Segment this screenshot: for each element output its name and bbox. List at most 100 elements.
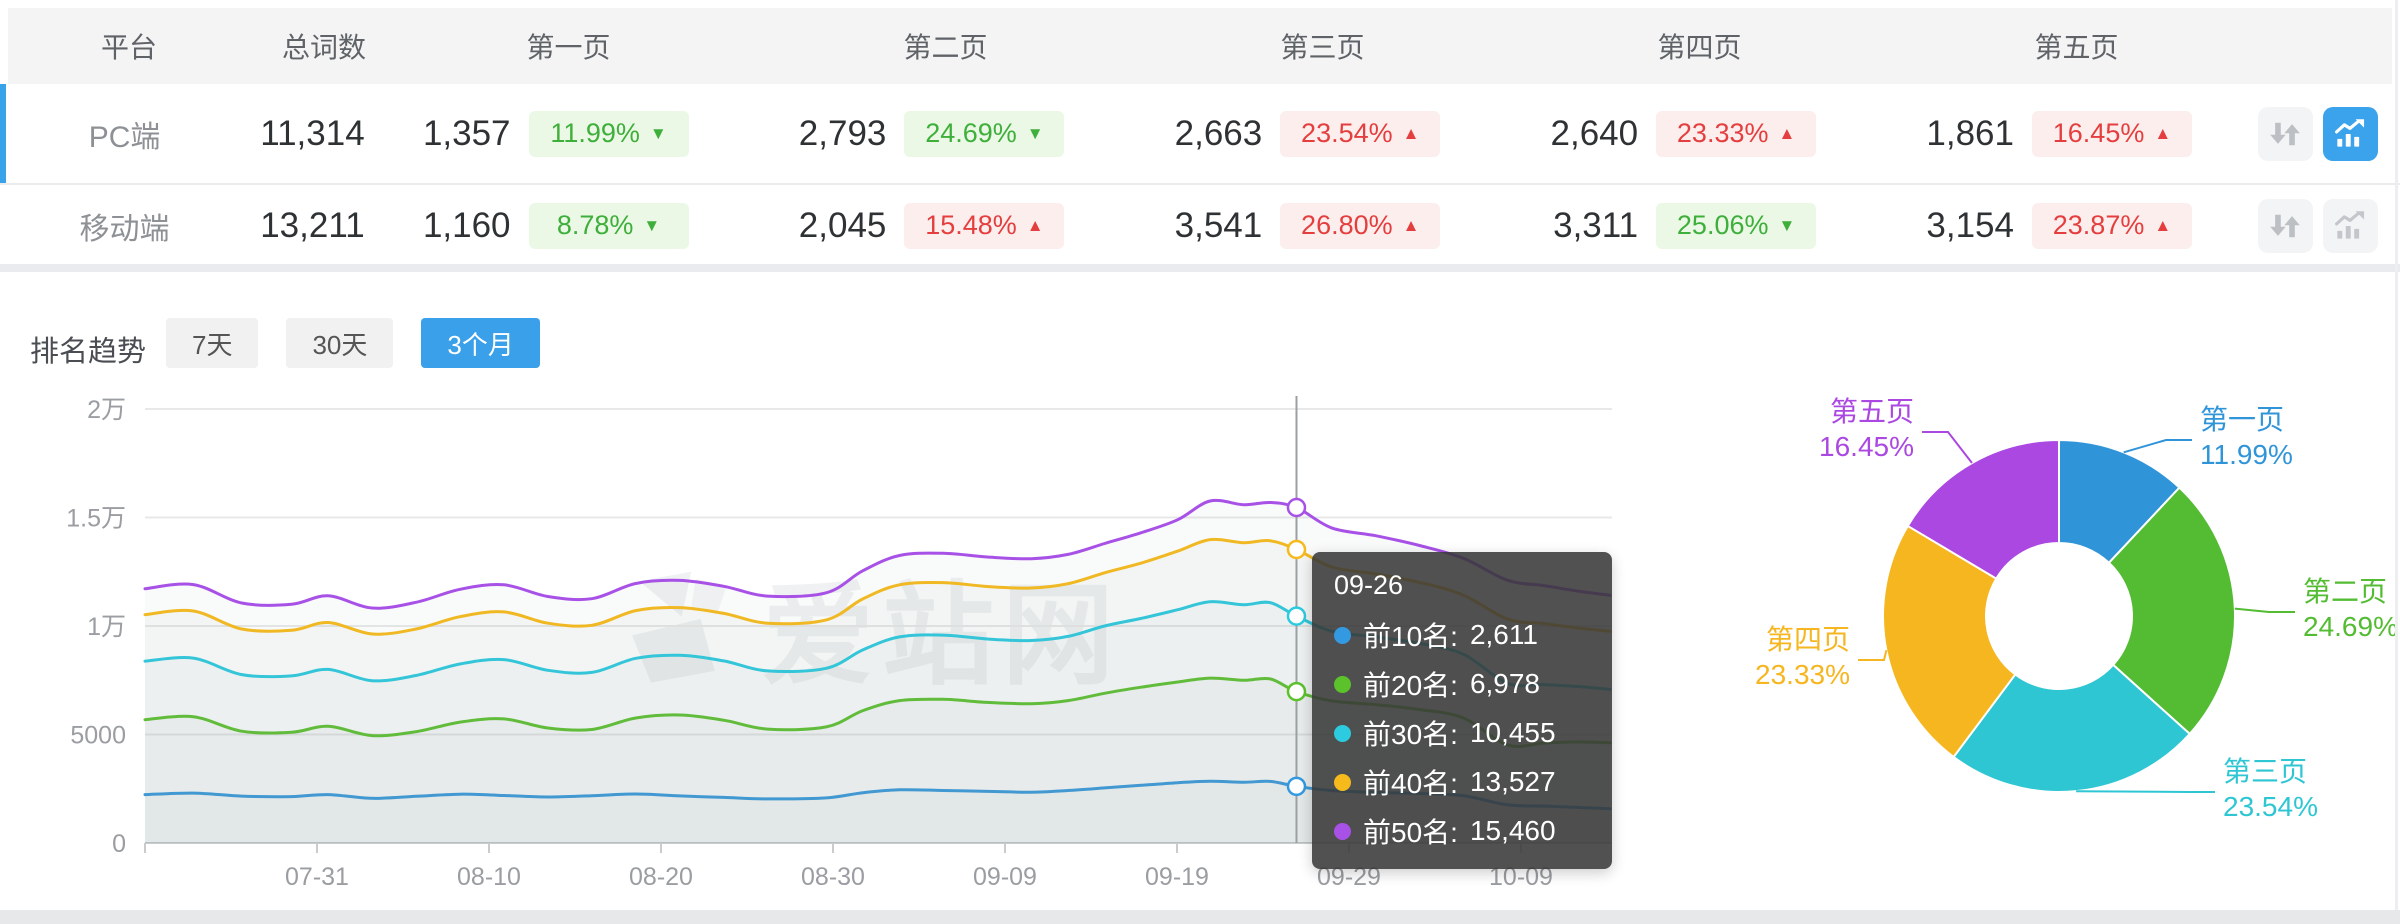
label-leader-line-1	[2234, 607, 2295, 613]
page1-cell: 1,160 8.78% ▼	[379, 202, 755, 249]
pct-value: 11.99%	[550, 118, 640, 148]
x-axis-label: 07-31	[285, 863, 349, 891]
y-axis-label: 1万	[87, 613, 126, 641]
header-page5: 第五页	[2034, 32, 2119, 63]
page1-change-badge: 11.99% ▼	[528, 110, 689, 157]
page3-cell: 3,541 26.80% ▲	[1130, 202, 1506, 249]
total-words-value: 13,211	[260, 205, 365, 245]
page5-cell: 1,861 16.45% ▲	[1882, 110, 2258, 157]
page2-count: 2,045	[798, 205, 887, 245]
trend-arrow-icon: ▼	[649, 124, 667, 143]
pct-value: 8.78%	[556, 210, 634, 240]
x-axis-label: 09-09	[973, 863, 1037, 891]
trend-arrow-icon: ▲	[2154, 216, 2172, 235]
tooltip-row: 前20名: 6,978	[1334, 664, 1590, 704]
pct-value: 15.48%	[925, 210, 1017, 240]
trend-arrow-icon: ▲	[1402, 216, 1420, 235]
pct-value: 26.80%	[1301, 210, 1393, 240]
chart-button[interactable]	[2322, 106, 2378, 161]
header-page1: 第一页	[526, 32, 611, 63]
x-axis-label: 08-30	[801, 863, 865, 891]
page5-cell: 3,154 23.87% ▲	[1882, 202, 2258, 249]
slice-percent: 16.45%	[1819, 431, 1914, 462]
header-total-words: 总词数	[281, 32, 366, 63]
tooltip-value: 13,527	[1469, 766, 1556, 797]
page1-cell: 1,357 11.99% ▼	[379, 110, 755, 157]
marker-0	[1286, 776, 1307, 797]
tooltip-value: 10,455	[1469, 717, 1556, 748]
sort-button[interactable]	[2257, 106, 2313, 161]
series-area-3	[145, 539, 1610, 843]
tooltip-label: 前40名:	[1363, 768, 1458, 799]
page5-count: 1,861	[1926, 113, 2014, 153]
slice-percent: 24.69%	[2303, 611, 2398, 642]
x-axis-label: 09-19	[1145, 863, 1209, 891]
range-tabs: 7天 30天 3个月	[166, 318, 540, 368]
page2-count: 2,793	[798, 113, 887, 153]
trend-arrow-icon: ▲	[1778, 124, 1796, 143]
platform-label: 移动端	[79, 212, 170, 246]
page-bottom-strip	[0, 910, 2400, 924]
selected-row-indicator	[0, 84, 6, 183]
page2-cell: 2,793 24.69% ▼	[755, 110, 1131, 157]
pct-value: 25.06%	[1676, 210, 1769, 240]
page-distribution-donut[interactable]	[1650, 380, 2400, 924]
label-leader-line-3	[1858, 649, 1888, 661]
page1-count: 1,160	[422, 205, 511, 245]
slice-percent: 23.33%	[1755, 659, 1850, 690]
slice-percent: 23.54%	[2223, 791, 2318, 822]
header-page2: 第二页	[903, 32, 988, 63]
trend-chart-icon	[2335, 210, 2365, 239]
page4-count: 2,640	[1550, 113, 1639, 153]
total-words-value: 11,314	[260, 113, 365, 153]
series-dot	[1334, 675, 1351, 693]
chart-button[interactable]	[2322, 198, 2378, 253]
donut-label-page3: 第三页 23.54%	[2223, 754, 2318, 824]
donut-slice-1[interactable]	[2107, 486, 2236, 736]
tab-7days[interactable]: 7天	[166, 318, 259, 368]
trend-arrow-icon: ▲	[1402, 124, 1420, 143]
table-row-mobile[interactable]: 移动端 13,211 1,160 8.78% ▼ 2,045 15.48% ▲ …	[0, 183, 2400, 266]
donut-slice-4[interactable]	[1906, 438, 2060, 581]
pct-value: 23.54%	[1301, 118, 1393, 148]
sort-button[interactable]	[2257, 198, 2313, 253]
page2-change-badge: 24.69% ▼	[904, 110, 1065, 157]
pct-value: 24.69%	[925, 118, 1017, 148]
trend-arrow-icon: ▼	[643, 216, 661, 235]
trend-arrow-icon: ▼	[1778, 216, 1796, 235]
pct-value: 23.33%	[1676, 118, 1769, 148]
tab-30days[interactable]: 30天	[286, 318, 394, 368]
up-down-arrows-icon	[2270, 214, 2301, 237]
page2-change-badge: 15.48% ▲	[904, 202, 1065, 249]
tooltip-label: 前20名:	[1363, 670, 1458, 701]
pct-value: 16.45%	[2052, 118, 2145, 148]
page4-cell: 3,311 25.06% ▼	[1506, 202, 1882, 249]
marker-4	[1286, 497, 1307, 518]
table-header: 平台 总词数 第一页 第二页 第三页 第四页 第五页	[8, 8, 2392, 84]
label-leader-line-4	[1922, 431, 1973, 464]
page3-cell: 2,663 23.54% ▲	[1130, 110, 1506, 157]
tab-3months[interactable]: 3个月	[421, 318, 540, 368]
page5-change-badge: 16.45% ▲	[2031, 110, 2192, 157]
label-leader-line-0	[2123, 439, 2192, 454]
series-dot	[1334, 626, 1351, 644]
slice-name: 第五页	[1829, 396, 1914, 427]
table-row-pc[interactable]: PC端 11,314 1,357 11.99% ▼ 2,793 24.69% ▼…	[0, 84, 2400, 183]
marker-1	[1286, 681, 1307, 702]
y-axis-label: 2万	[87, 396, 126, 424]
page3-change-badge: 23.54% ▲	[1280, 110, 1441, 157]
tooltip-label: 前50名:	[1363, 817, 1458, 848]
donut-slice-3[interactable]	[1882, 524, 2017, 759]
page4-cell: 2,640 23.33% ▲	[1506, 110, 1882, 157]
series-dot	[1334, 773, 1351, 791]
page1-count: 1,357	[422, 113, 511, 153]
tooltip-label: 前30名:	[1363, 719, 1458, 750]
y-axis-label: 1.5万	[66, 505, 126, 533]
donut-slice-2[interactable]	[1952, 663, 2192, 793]
series-line-4[interactable]	[143, 498, 1612, 610]
slice-name: 第二页	[2303, 576, 2388, 607]
page4-count: 3,311	[1553, 205, 1639, 245]
trend-line-chart[interactable]: 0 5000 1万 1.5万 2万 07-31 08-10 08-20 08-30 09-09 09…	[0, 0, 1700, 924]
tooltip-date: 09-26	[1334, 570, 1404, 600]
y-axis-label: 0	[112, 830, 126, 858]
